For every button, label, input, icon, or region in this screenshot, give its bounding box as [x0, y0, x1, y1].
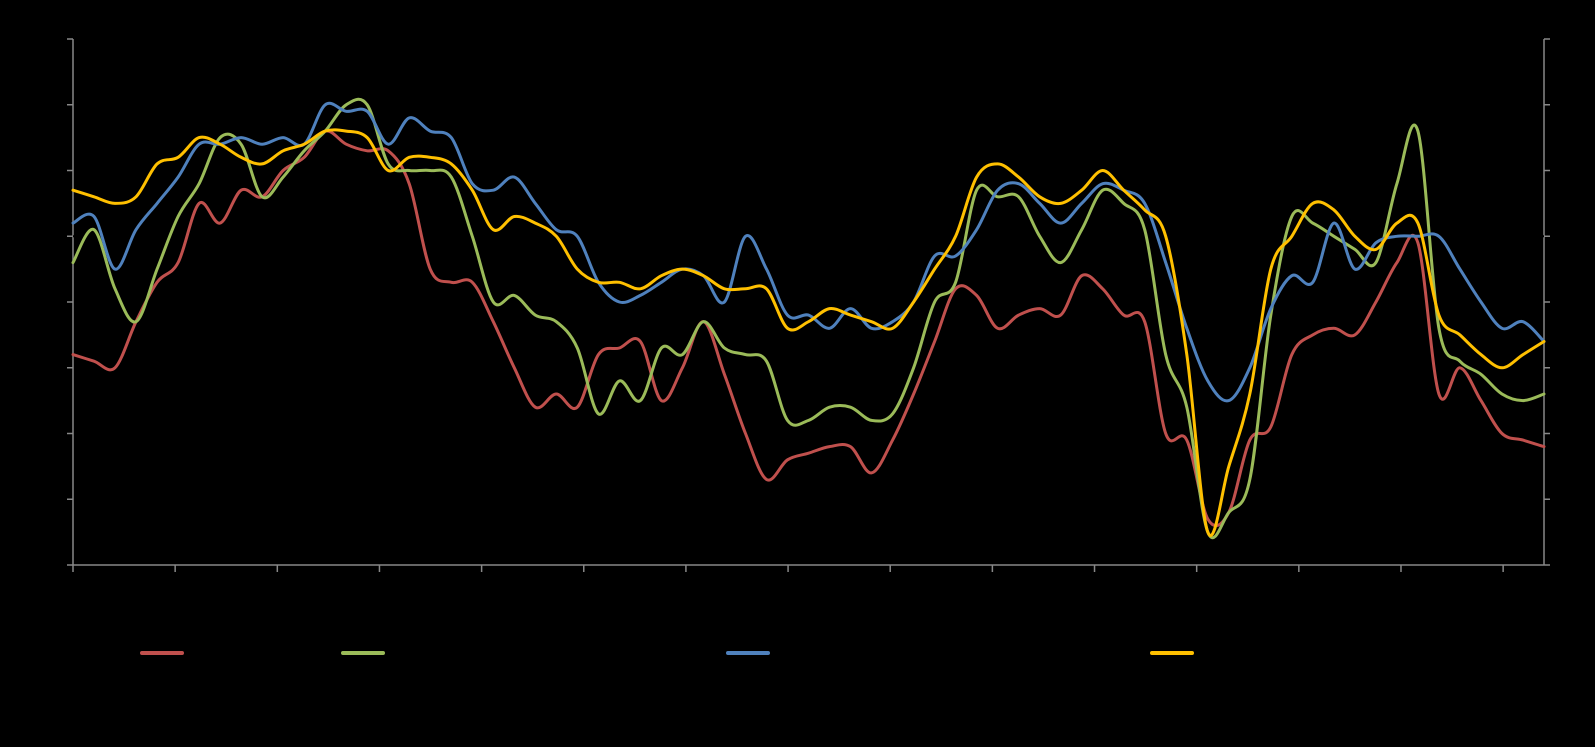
series-line-2: [71, 97, 1546, 540]
axis-ticks: [67, 38, 1550, 572]
series-line-4: [71, 128, 1546, 537]
axes: [67, 38, 1550, 572]
series-line-3: [71, 101, 1546, 403]
series-lines: [71, 97, 1546, 540]
series-line-1: [71, 129, 1546, 528]
